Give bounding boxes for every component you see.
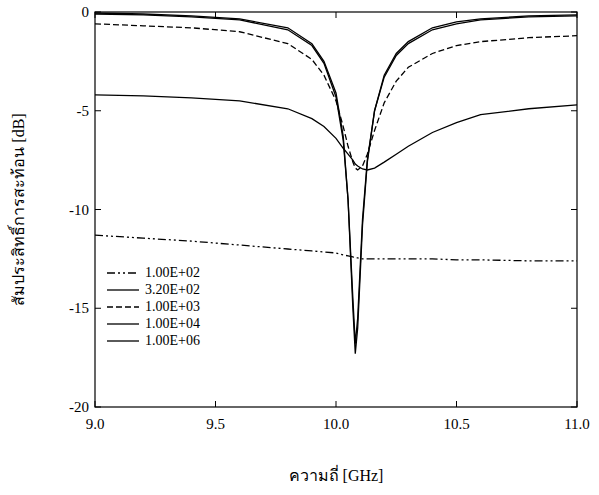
y-axis-title: สัมประสิทธิ์การสะท้อน [dB]: [7, 113, 27, 305]
x-tick: [215, 401, 216, 407]
legend-label: 1.00E+06: [145, 333, 200, 348]
y-tick-right: [571, 110, 577, 111]
legend: 1.00E+02 3.20E+02 1.00E+03 1.00E+04 1.00E+06: [107, 265, 200, 348]
x-tick: [336, 401, 337, 407]
legend-label: 1.00E+03: [145, 299, 200, 314]
chart: 9.0 9.5 10.0 10.5 11.0 0 -5 -10 -15 -20 1.00E+02 3.…: [0, 0, 599, 495]
legend-label: 1.00E+02: [145, 265, 200, 280]
series-line: [95, 13, 577, 354]
x-tick: [456, 401, 457, 407]
series-line: [95, 235, 577, 261]
legend-swatch: [107, 306, 139, 307]
y-tick-label: -10: [69, 202, 89, 218]
legend-label: 1.00E+04: [145, 316, 200, 331]
x-tick-label: 9.5: [206, 416, 225, 432]
series-line: [95, 95, 577, 170]
y-tick-label: -15: [69, 300, 89, 316]
series-line: [95, 14, 577, 344]
legend-swatch: [107, 272, 139, 273]
legend-swatch: [107, 340, 139, 341]
plot-frame: [95, 12, 577, 407]
legend-swatch: [107, 323, 139, 324]
legend-label: 3.20E+02: [145, 282, 200, 297]
y-tick-right: [571, 308, 577, 309]
x-tick-label: 10.5: [443, 416, 469, 432]
y-tick: [95, 308, 101, 309]
y-tick: [95, 110, 101, 111]
y-tick-right: [571, 209, 577, 210]
legend-swatch: [107, 289, 139, 290]
series-group: [95, 13, 577, 354]
x-tick-label: 9.0: [86, 416, 105, 432]
y-tick-label: -20: [69, 399, 89, 415]
y-tick-label: 0: [82, 4, 90, 20]
x-axis-title: ความถี่ [GHz]: [289, 464, 384, 484]
x-tick-label: 11.0: [564, 416, 590, 432]
y-tick-label: -5: [77, 103, 90, 119]
y-tick: [95, 209, 101, 210]
x-tick-label: 10.0: [323, 416, 349, 432]
x-tick-top: [456, 12, 457, 18]
x-tick-top: [336, 12, 337, 18]
